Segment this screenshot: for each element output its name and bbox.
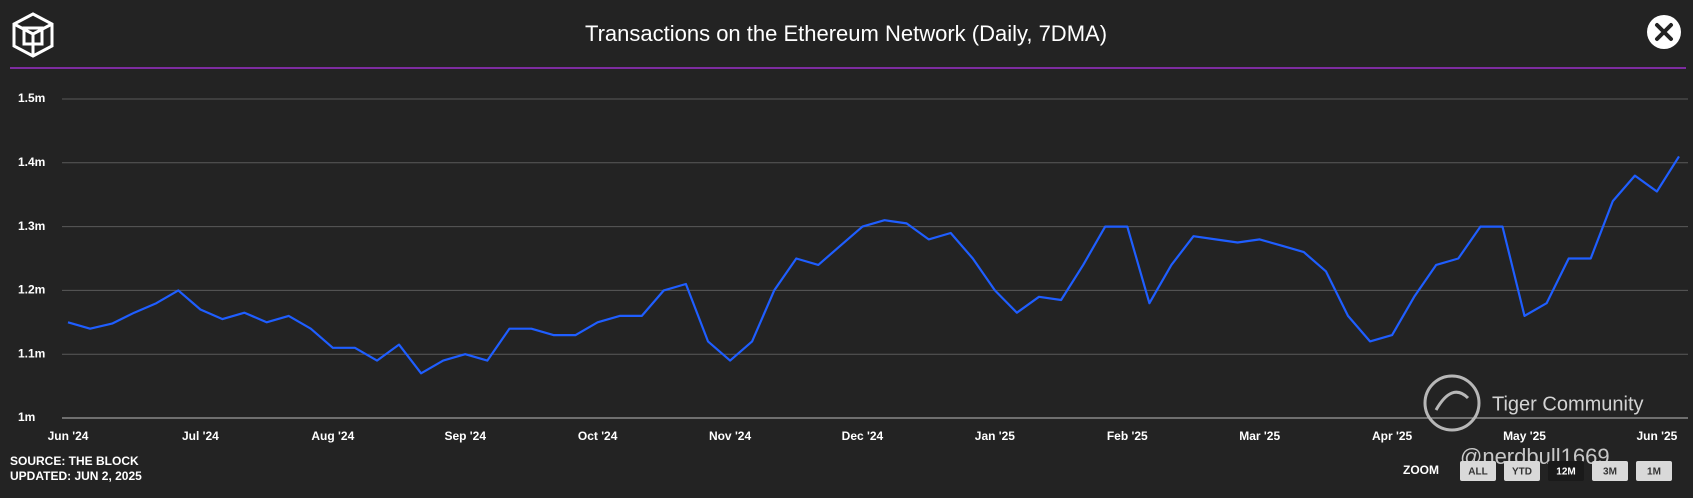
x-tick-label: Oct '24 — [578, 429, 618, 443]
zoom-btn-bg — [1636, 461, 1672, 481]
close-button[interactable] — [1647, 15, 1681, 49]
zoom-btn-label[interactable]: 1M — [1647, 467, 1661, 478]
y-tick-label: 1.2m — [18, 283, 45, 297]
y-tick-label: 1.4m — [18, 155, 45, 169]
watermark: Tiger Community — [1492, 393, 1644, 415]
watermark-logo — [1423, 374, 1481, 432]
zoom-btn-bg — [1504, 461, 1540, 481]
x-tick-label: May '25 — [1503, 429, 1546, 443]
x-tick-label: Dec '24 — [842, 429, 884, 443]
y-tick-label: 1m — [18, 410, 35, 424]
zoom-btn-label[interactable]: ALL — [1468, 467, 1487, 478]
zoom-btn[interactable]: YTD — [1504, 461, 1540, 481]
zoom-btn-bg — [1460, 461, 1496, 481]
zoom-label: ZOOM — [1403, 463, 1439, 477]
source: SOURCE: THE BLOCK — [10, 454, 139, 468]
data-line — [67, 155, 1680, 375]
y-tick-label: 1.3m — [18, 219, 45, 233]
zoom-btn[interactable]: 3M — [1592, 461, 1628, 481]
x-tick-label: Aug '24 — [311, 429, 354, 443]
x-tick-label: Jun '24 — [48, 429, 89, 443]
y-tick-label: 1.1m — [18, 346, 45, 360]
y-tick-label: 1.5m — [18, 91, 45, 105]
zoom-btn[interactable]: 1M — [1636, 461, 1672, 481]
chart-title: Transactions on the Ethereum Network (Da… — [585, 21, 1107, 46]
zoom-btn-label[interactable]: 12M — [1556, 467, 1575, 478]
x-tick-label: Sep '24 — [444, 429, 486, 443]
zoom-btn-bg — [1548, 461, 1584, 481]
x-tick-label: Jul '24 — [182, 429, 219, 443]
x-tick-label: Nov '24 — [709, 429, 752, 443]
x-tick-label: Jun '25 — [1636, 429, 1677, 443]
zoom-btn[interactable]: ALL — [1460, 461, 1496, 481]
x-tick-label: Feb '25 — [1107, 429, 1148, 443]
zoom-btn-label[interactable]: YTD — [1512, 467, 1532, 478]
x-tick-label: Mar '25 — [1239, 429, 1280, 443]
logo — [12, 12, 54, 58]
updated: UPDATED: JUN 2, 2025 — [10, 469, 142, 483]
x-tick-label: Apr '25 — [1372, 429, 1413, 443]
zoom-btn-bg — [1592, 461, 1628, 481]
zoom-btn[interactable]: 12M — [1548, 461, 1584, 481]
zoom-btn-label[interactable]: 3M — [1603, 467, 1617, 478]
x-tick-label: Jan '25 — [975, 429, 1016, 443]
